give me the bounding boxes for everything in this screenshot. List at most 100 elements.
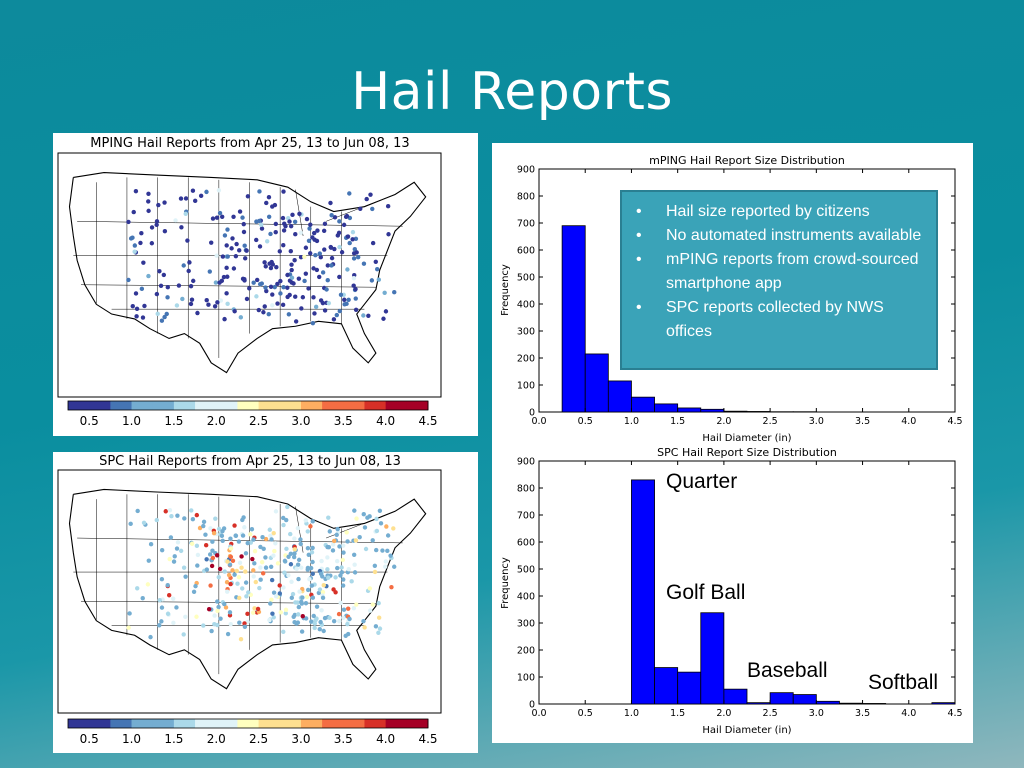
spc-report-dot xyxy=(288,551,293,557)
spc-report-dot xyxy=(283,611,288,616)
spc-report-dot xyxy=(223,605,229,610)
mping-colorbar-segment xyxy=(385,401,408,410)
spc-report-dot xyxy=(260,535,265,540)
spc-histogram-xtick-label: 0.5 xyxy=(578,708,593,719)
spc-report-dot xyxy=(157,623,162,628)
info-item-text: SPC reports collected by NWS offices xyxy=(666,299,884,340)
spc-report-dot xyxy=(238,637,244,642)
spc-report-dot xyxy=(362,525,368,530)
mping-report-dot xyxy=(353,307,359,313)
spc-report-dot xyxy=(334,558,340,564)
mping-report-dot xyxy=(338,292,344,297)
mping-report-dot xyxy=(134,314,139,319)
mping-report-dot xyxy=(289,275,295,280)
spc-report-dot xyxy=(297,589,302,594)
mping-report-dot xyxy=(264,288,269,294)
mping-state-border xyxy=(80,284,376,288)
mping-colorbar-segment xyxy=(68,401,90,410)
spc-report-dot xyxy=(165,582,170,588)
mping-report-dot xyxy=(225,274,230,279)
spc-report-dot xyxy=(325,567,330,572)
mping-report-dot xyxy=(263,285,268,290)
mping-histogram-xtick-label: 0.5 xyxy=(578,416,593,427)
annotation-baseball: Baseball xyxy=(747,659,828,682)
mping-report-dot xyxy=(214,253,219,258)
spc-colorbar-segment xyxy=(279,719,302,728)
spc-report-dot xyxy=(340,543,346,548)
spc-report-dot xyxy=(146,558,151,563)
spc-histogram-plot-area xyxy=(538,460,956,705)
spc-report-dot xyxy=(166,593,172,598)
spc-histogram-xtick-label: 1.5 xyxy=(670,708,685,719)
spc-report-dot xyxy=(217,566,223,572)
spc-report-dot xyxy=(309,583,315,588)
spc-report-dot xyxy=(330,542,336,547)
mping-colorbar-tick-label: 1.5 xyxy=(164,414,183,428)
spc-report-dot xyxy=(159,576,165,582)
spc-report-dot xyxy=(167,507,173,513)
mping-report-dot xyxy=(311,266,316,271)
spc-state-border xyxy=(80,600,376,604)
spc-colorbar-segment xyxy=(195,719,217,728)
spc-report-dot xyxy=(374,528,380,534)
spc-report-dot xyxy=(303,601,309,606)
mping-report-dot xyxy=(281,285,286,290)
mping-report-dot xyxy=(313,252,318,258)
spc-report-dot xyxy=(148,542,154,547)
mping-colorbar-tick-label: 1.0 xyxy=(122,414,141,428)
mping-report-dot xyxy=(386,232,391,237)
spc-histogram-bar xyxy=(792,694,817,705)
mping-report-dot xyxy=(187,260,192,265)
spc-report-dot xyxy=(345,606,351,611)
mping-colorbar-segment xyxy=(322,401,344,410)
spc-report-dot xyxy=(245,611,250,617)
mping-histogram-xlabel: Hail Diameter (in) xyxy=(702,433,791,444)
mping-histogram-bar xyxy=(654,403,679,413)
spc-report-dot xyxy=(194,543,200,549)
mping-report-dot xyxy=(281,189,286,194)
spc-report-dot xyxy=(271,590,277,595)
spc-report-dot xyxy=(310,559,315,565)
mping-report-dot xyxy=(154,291,160,297)
mping-colorbar-segment xyxy=(258,401,281,410)
mping-map-panel: MPING Hail Reports from Apr 25, 13 to Ju… xyxy=(53,133,478,436)
spc-colorbar-tick-label: 2.5 xyxy=(249,732,268,746)
info-callout: • Hail size reported by citizens • No auto… xyxy=(620,190,938,370)
spc-report-dot xyxy=(306,552,311,558)
bullet-icon: • xyxy=(636,227,642,244)
mping-report-dot xyxy=(181,263,186,268)
spc-histogram-ytick-label: 900 xyxy=(517,457,535,468)
mping-map-frame xyxy=(57,152,442,398)
mping-report-dot xyxy=(337,219,342,224)
mping-report-dot xyxy=(344,301,349,307)
mping-report-dot xyxy=(285,294,290,300)
mping-colorbar-segment xyxy=(89,401,111,410)
spc-report-dot xyxy=(212,621,217,627)
mping-report-dot xyxy=(241,229,247,235)
spc-report-dot xyxy=(374,516,379,522)
mping-report-dot xyxy=(334,312,340,318)
mping-report-dot xyxy=(230,236,235,241)
spc-report-dot xyxy=(347,616,352,622)
mping-report-dot xyxy=(185,238,190,243)
spc-report-dot xyxy=(304,594,310,600)
mping-report-dot xyxy=(312,311,317,316)
mping-report-dot xyxy=(149,225,155,230)
spc-report-dot xyxy=(317,587,323,592)
spc-report-dot xyxy=(273,541,278,546)
spc-report-dot xyxy=(321,628,326,634)
spc-report-dot xyxy=(330,548,336,553)
mping-report-dot xyxy=(285,285,290,290)
spc-report-dot xyxy=(204,557,209,562)
spc-report-dot xyxy=(172,554,177,559)
slide-title: Hail Reports xyxy=(351,62,673,122)
spc-report-dot xyxy=(165,611,171,616)
mping-report-dot xyxy=(347,191,352,196)
spc-report-dot xyxy=(271,530,276,536)
spc-report-dot xyxy=(317,626,322,632)
mping-report-dot xyxy=(326,300,332,306)
spc-report-dot xyxy=(327,529,332,534)
mping-report-dot xyxy=(183,196,189,201)
mping-report-dot xyxy=(280,302,286,308)
spc-report-dots xyxy=(126,504,397,642)
